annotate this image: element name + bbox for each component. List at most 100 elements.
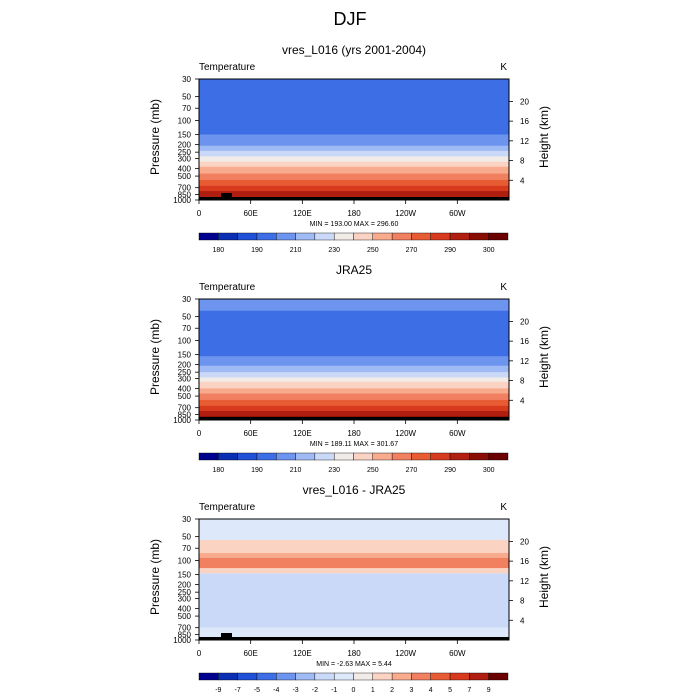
contour-band	[199, 399, 509, 403]
contour-band	[199, 193, 509, 195]
y-tick-label: 150	[178, 131, 192, 140]
x-tick-label: 60W	[449, 429, 466, 438]
colorbar-swatch	[372, 672, 393, 681]
colorbar-label: 7	[467, 687, 471, 694]
contour-band	[199, 152, 509, 154]
contour-band	[199, 414, 509, 416]
y-tick-label: 70	[182, 104, 191, 113]
contour-band	[199, 324, 509, 327]
panel-right-label: K	[500, 62, 507, 73]
colorbar-swatch	[295, 232, 316, 241]
contour-band	[199, 122, 509, 126]
contour-band	[199, 187, 509, 190]
contour-band	[199, 359, 509, 362]
colorbar-swatch	[449, 232, 470, 241]
contour-band	[199, 132, 509, 135]
y2-tick-label: 8	[520, 597, 525, 606]
x-tick-label: 60E	[244, 429, 258, 438]
contour-band	[199, 144, 509, 147]
contour-band	[199, 188, 509, 191]
colorbar-swatch	[391, 452, 412, 461]
contour-band	[199, 93, 509, 98]
y-tick-label: 150	[178, 571, 192, 580]
colorbar-swatch	[469, 452, 489, 461]
colorbar-label: -7	[235, 687, 241, 694]
y-tick-label: 200	[178, 360, 192, 369]
y-tick-label: 250	[178, 368, 192, 377]
contour-band	[199, 137, 509, 140]
x-tick-label: 60W	[449, 209, 466, 218]
contour-band	[199, 120, 509, 124]
contour-band	[199, 168, 509, 171]
contour-band	[199, 116, 509, 119]
y2-tick-label: 12	[520, 357, 529, 366]
contour-band	[199, 96, 509, 99]
colorbar-swatch	[411, 452, 431, 461]
contour-band	[199, 394, 509, 397]
y2-axis-label: Height (km)	[537, 326, 551, 388]
contour-band	[199, 195, 509, 197]
colorbar-label: -3	[292, 687, 298, 694]
contour-band	[199, 388, 509, 391]
x-tick-label: 120E	[293, 649, 312, 658]
contour-band	[199, 149, 509, 152]
y-tick-label: 100	[178, 117, 192, 126]
contour-band	[199, 357, 509, 360]
colorbar-label: 2	[390, 687, 394, 694]
x-tick-label: 60E	[244, 649, 258, 658]
y2-tick-label: 16	[520, 117, 529, 126]
y-tick-label: 50	[182, 93, 191, 102]
colorbar-label: 9	[487, 687, 491, 694]
contour-band	[199, 125, 509, 128]
colorbar-swatch	[449, 452, 470, 461]
panel-left-label: Temperature	[199, 502, 256, 513]
contour-band	[199, 166, 509, 169]
contour-band	[199, 408, 509, 411]
contour-band	[199, 345, 509, 348]
y-tick-label: 250	[178, 148, 192, 157]
contour-band	[199, 385, 509, 388]
y-tick-label: 30	[182, 295, 191, 304]
contour-band	[199, 330, 509, 333]
colorbar-label: 5	[448, 687, 452, 694]
contour-band	[199, 401, 509, 405]
contour-band	[199, 304, 509, 309]
colorbar-label: 210	[290, 247, 302, 254]
contour-band	[199, 155, 509, 157]
contour-band	[199, 165, 509, 168]
colorbar-label: 270	[406, 247, 418, 254]
colorbar-label: -9	[215, 687, 221, 694]
contour-band	[199, 129, 509, 133]
contour-band	[199, 183, 509, 187]
contour-band	[199, 90, 509, 95]
x-tick-label: 180	[347, 429, 361, 438]
contour-band	[199, 407, 509, 410]
contour-band	[199, 368, 509, 370]
contour-band	[199, 100, 509, 103]
contour-band	[199, 365, 509, 368]
colorbar-swatch	[237, 452, 258, 461]
contour-band	[199, 194, 509, 196]
y2-tick-label: 20	[520, 537, 529, 546]
contour-band	[199, 114, 509, 117]
contour-band	[199, 336, 509, 339]
colorbar-label: 250	[367, 467, 379, 474]
contour-band	[199, 154, 509, 156]
x-tick-label: 180	[347, 649, 361, 658]
contour-band	[199, 369, 509, 372]
colorbar-swatch	[256, 452, 277, 461]
colorbar-label: 250	[367, 247, 379, 254]
x-tick-label: 120W	[395, 429, 416, 438]
contour-band	[199, 84, 509, 89]
colorbar-swatch	[198, 232, 219, 241]
y-tick-label: 70	[182, 544, 191, 553]
contour-band	[199, 356, 509, 359]
y-tick-label: 850	[178, 630, 192, 639]
y-tick-label: 700	[178, 624, 192, 633]
x-tick-label: 0	[197, 209, 202, 218]
y-tick-label: 700	[178, 184, 192, 193]
y2-tick-label: 12	[520, 577, 529, 586]
y-tick-label: 1000	[173, 416, 191, 425]
colorbar-swatch	[314, 232, 335, 241]
